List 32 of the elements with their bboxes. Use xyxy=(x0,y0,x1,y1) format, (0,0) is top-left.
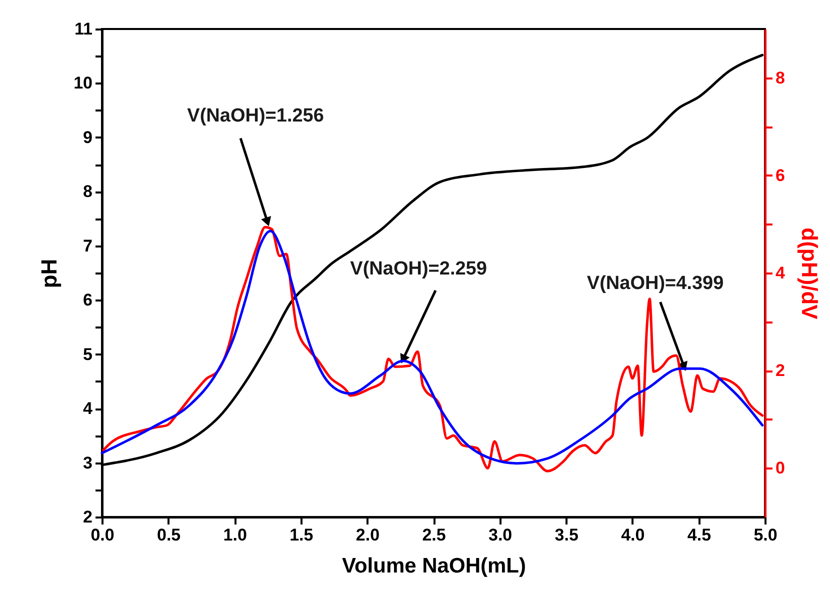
y-tick-label: 11 xyxy=(74,20,92,38)
x-tick-label: 3.5 xyxy=(554,526,578,544)
x-tick-label: 1.0 xyxy=(223,526,247,544)
y-tick-label: 3 xyxy=(83,453,92,472)
annotation: V(NaOH)=2.259 xyxy=(350,258,487,280)
y-tick-label: 5 xyxy=(83,344,92,364)
annotation: V(NaOH)=1.256 xyxy=(187,105,324,126)
y-tick-label: 7 xyxy=(83,236,92,256)
y2-tick-label: 2 xyxy=(776,361,785,380)
y2-tick-label: 8 xyxy=(776,68,785,88)
y-tick-label: 9 xyxy=(83,128,92,147)
y-tick-label: 8 xyxy=(83,182,92,202)
annotation: V(NaOH)=4.399 xyxy=(586,273,724,294)
x-tick-label: 0.5 xyxy=(156,526,181,544)
x-tick-label: 2.5 xyxy=(422,526,446,544)
x-axis-title: Volume NaOH(mL) xyxy=(342,554,526,578)
y-tick-label: 4 xyxy=(83,399,94,418)
y-tick-label: 6 xyxy=(83,290,92,310)
y2-tick-label: 0 xyxy=(776,458,785,478)
x-tick-label: 5.0 xyxy=(754,526,778,544)
x-tick-label: 4.5 xyxy=(687,526,712,544)
x-tick-label: 2.0 xyxy=(356,526,380,544)
x-tick-label: 3.0 xyxy=(488,526,512,544)
x-tick-label: 0.0 xyxy=(90,526,114,544)
y-axis-title: pH xyxy=(36,258,62,288)
y2-axis-title: d(pH)/dV xyxy=(796,228,822,320)
y-tick-label: 10 xyxy=(74,74,92,93)
y2-tick-label: 6 xyxy=(776,166,785,185)
x-tick-label: 1.5 xyxy=(290,526,314,544)
y-tick-label: 2 xyxy=(83,508,92,526)
y2-tick-label: 4 xyxy=(776,264,786,282)
x-tick-label: 4.0 xyxy=(621,526,645,544)
